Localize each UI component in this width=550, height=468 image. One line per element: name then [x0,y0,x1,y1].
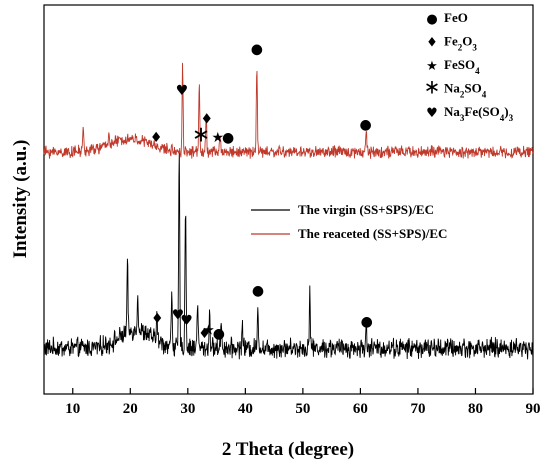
circle-icon: ● [252,283,264,299]
circle-icon: ● [251,42,263,58]
circle-icon: ● [222,130,234,146]
x-tick-label: 70 [410,401,425,417]
phase-label: FeSO4 [444,57,480,76]
diamond-icon: ♦ [151,311,164,327]
phase-legend-item: ♦ Fe2O3 [426,34,477,53]
diamond-icon: ♦ [201,112,214,128]
x-tick-label: 10 [65,401,80,417]
phase-legend: ● FeO ♦ Fe2O3 ★ FeSO4∗ Na2SO4 ♥ Na3Fe(SO4)3 [424,10,514,123]
x-tick-label: 20 [123,401,138,417]
star-icon: ★ [202,323,215,339]
x-ticks: 10 20 30 40 50 60 70 80 90 [65,388,541,417]
x-tick-label: 30 [180,401,195,417]
series-layer [43,62,534,360]
x-tick-label: 50 [295,401,310,417]
phase-label: FeO [444,10,468,25]
y-axis-title: Intensity (a.u.) [10,140,31,259]
phase-label: Fe2O3 [444,34,477,53]
heart-icon: ♥ [426,106,438,121]
plot-frame [43,4,534,395]
phase-legend-item: ● FeO [426,10,468,27]
x-tick-label: 60 [353,401,368,417]
phase-label: Na3Fe(SO4)3 [444,104,514,123]
circle-icon: ● [359,117,371,133]
diamond-icon: ♦ [198,326,211,342]
circle-icon: ● [361,314,373,330]
x-tick-label: 90 [526,401,541,417]
phase-legend-item: ♥ Na3Fe(SO4)3 [426,104,513,123]
star-icon: ★ [426,59,438,74]
phase-legend-item: ∗ Na2SO4 [424,75,487,100]
heart-icon: ♥ [176,83,189,99]
x-tick-label: 80 [468,401,483,417]
circle-icon: ● [213,326,225,342]
heart-icon: ♥ [180,313,193,329]
diamond-icon: ♦ [150,130,163,146]
asterisk-icon: ∗ [424,75,441,99]
peak-markers: ♦♥∗♦★●●●♥♥♦♦★●●● [150,42,373,343]
heart-icon: ♥ [172,308,185,324]
legend-label-virgin: The virgin (SS+SPS)/EC [298,202,434,217]
x-tick-label: 40 [238,401,253,417]
asterisk-icon: ∗ [192,123,210,148]
star-icon: ★ [211,130,224,146]
phase-legend-item: ★ FeSO4 [426,57,480,76]
series-legend: The virgin (SS+SPS)/EC The reaceted (SS+… [251,202,447,241]
series-line-virgin [43,150,534,360]
series-line-reacted [43,62,534,159]
legend-label-reacted: The reaceted (SS+SPS)/EC [298,226,447,241]
phase-label: Na2SO4 [444,81,487,100]
diamond-icon: ♦ [426,36,438,51]
circle-icon: ● [426,12,437,27]
x-axis-title: 2 Theta (degree) [222,439,354,460]
